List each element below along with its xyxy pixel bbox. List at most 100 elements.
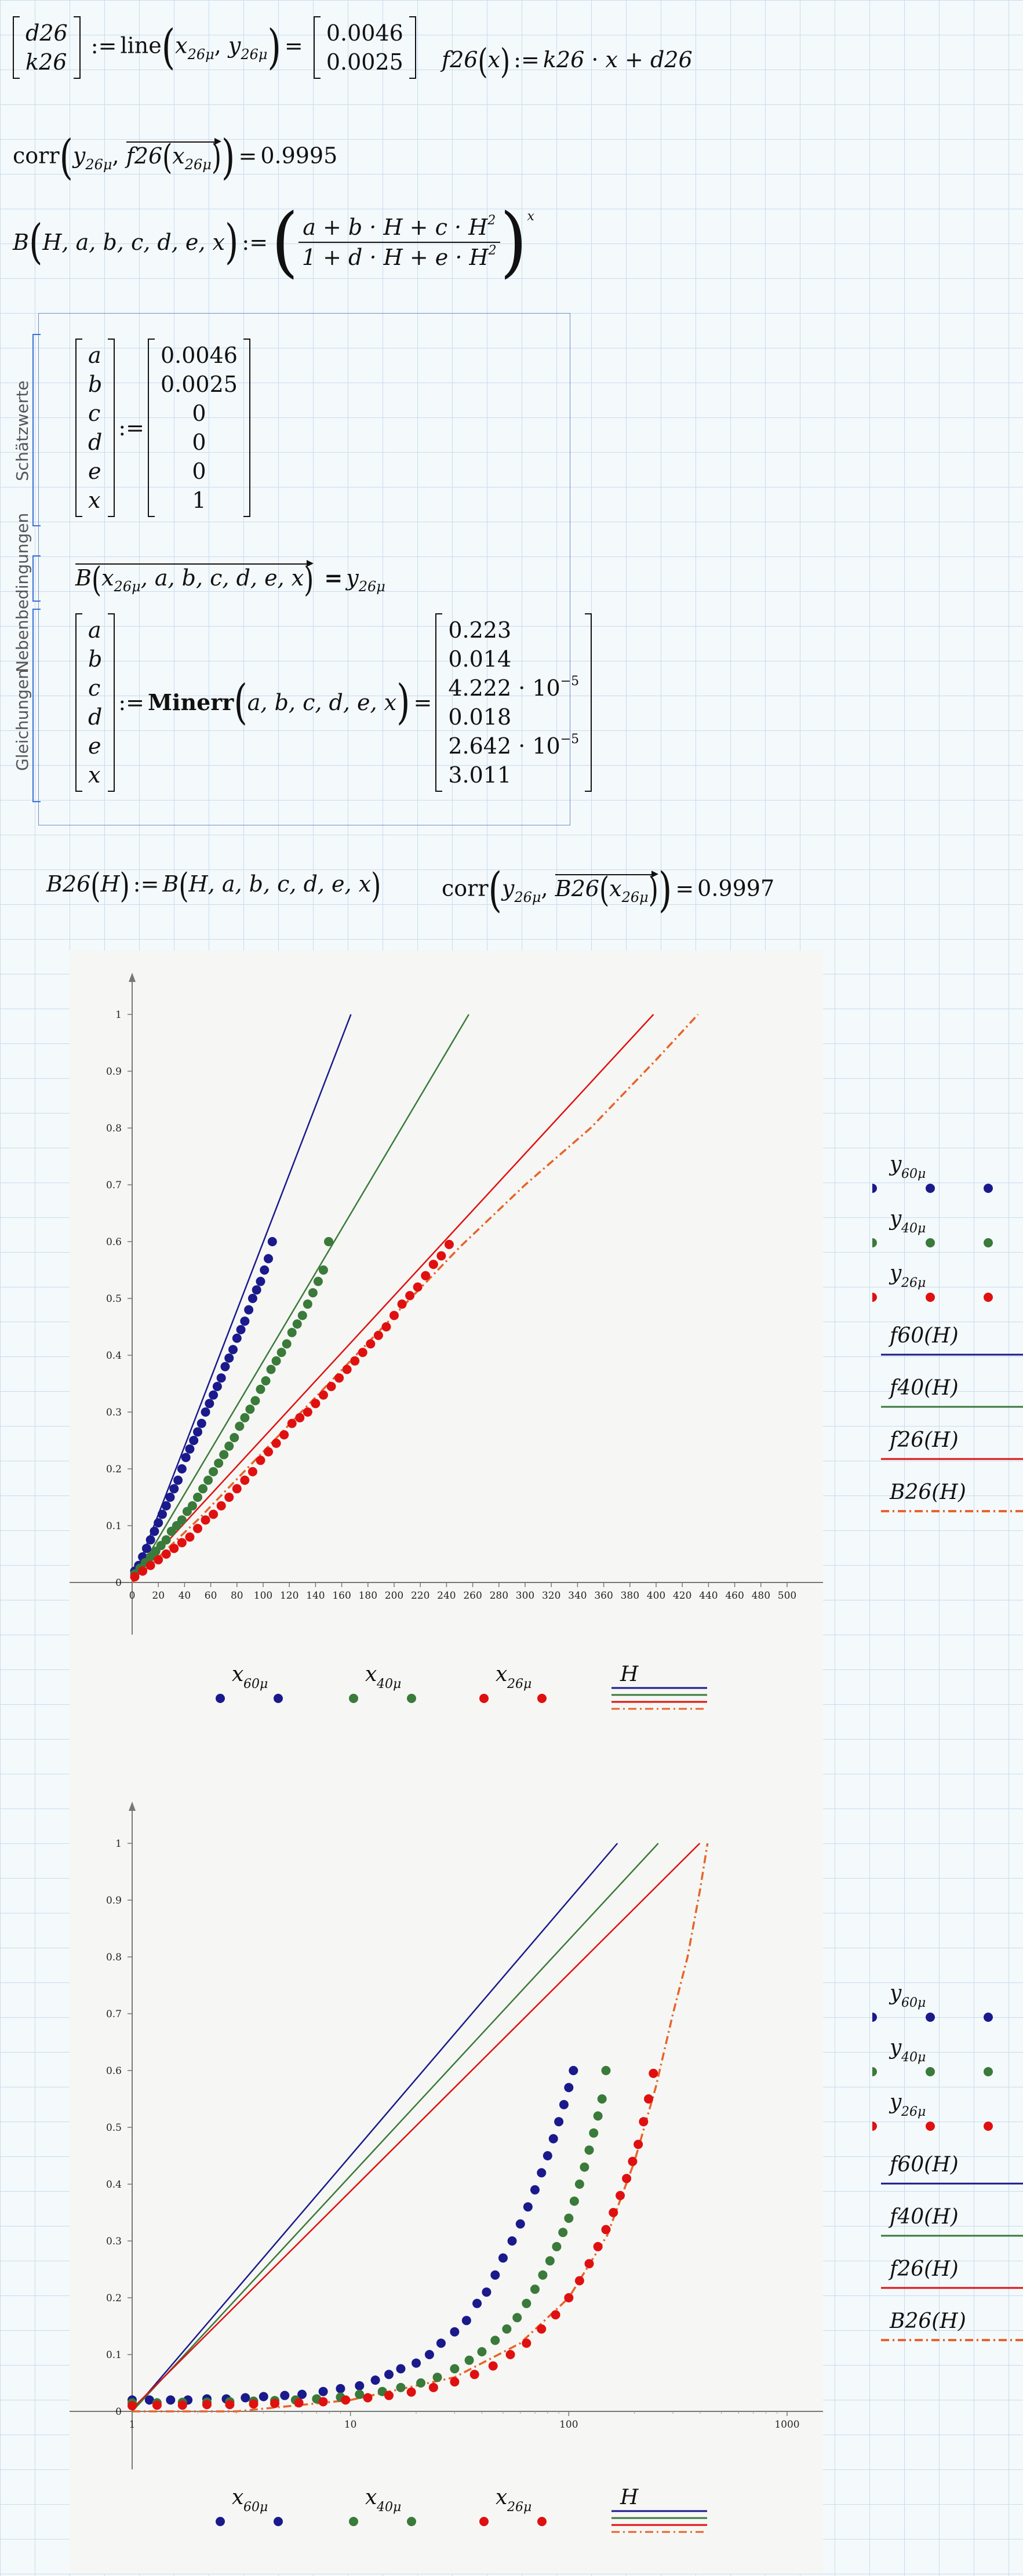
y-tick-label: 0.2 — [106, 2293, 122, 2304]
guess-assignment[interactable]: a b c d e x := 0.0046 0.0025 0 0 0 1 — [75, 339, 250, 517]
guess-a: 0.0046 — [160, 343, 238, 368]
point-y26μ — [271, 1438, 281, 1448]
y-tick-label: 0 — [115, 2406, 122, 2418]
legend-x-label: x — [365, 2486, 377, 2509]
y-tick-label: 0.7 — [106, 2009, 122, 2020]
x-tick-label: 340 — [568, 1590, 587, 1602]
point-y40μ — [502, 2324, 512, 2334]
point-y26μ — [358, 1348, 367, 1358]
point-y60μ — [318, 2386, 328, 2396]
point-y26μ — [341, 2395, 351, 2405]
point-y40μ — [589, 2128, 599, 2138]
point-y26μ — [564, 2293, 574, 2302]
plot-log-x-legend-area[interactable]: x 60μ x 40μ x 26μ H — [70, 2469, 823, 2574]
point-y40μ — [177, 1515, 187, 1525]
point-y60μ — [370, 2375, 380, 2385]
point-y26μ — [326, 1381, 336, 1391]
res-c: 4.222 · 10−5 — [448, 674, 580, 701]
y-tick-label: 0.4 — [106, 2179, 122, 2191]
point-y26μ — [249, 2399, 259, 2409]
legend-x-sub: 60μ — [243, 1677, 268, 1691]
res-bottom: 0.0025 — [326, 49, 403, 75]
legend-y-sub: 60μ — [901, 1167, 926, 1181]
b26-name: B26 — [46, 871, 91, 897]
plot-linear-area[interactable]: 0 0.1 0.2 0.3 0.4 0.5 0.6 0.7 0.8 0.9 1 0 20 40 60 80 10… — [68, 951, 833, 1640]
var-d: d — [88, 430, 103, 455]
x-tick-label: 100 — [254, 1590, 272, 1602]
point-y60μ — [169, 1484, 179, 1494]
constraint-equation[interactable]: B(x26μ, a, b, c, d, e, x) = y26μ — [75, 559, 385, 600]
solve-block-frame[interactable] — [38, 313, 570, 825]
corr-b26[interactable]: corr(y26μ, B26(x26μ)) = 0.9997 — [442, 863, 775, 918]
plot-linear[interactable]: 0 0.1 0.2 0.3 0.4 0.5 0.6 0.7 0.8 0.9 1 0 20 40 60 80 10… — [68, 951, 833, 1640]
equations-bracket — [32, 609, 41, 802]
y-tick-label: 0.3 — [106, 1407, 122, 1418]
point-y26μ — [436, 1251, 446, 1261]
point-y60μ — [396, 2364, 406, 2374]
point-y40μ — [292, 1319, 302, 1329]
guess-value-vector: 0.0046 0.0025 0 0 0 1 — [147, 339, 250, 517]
plot-log-area[interactable]: 0 0.1 0.2 0.3 0.4 0.5 0.6 0.7 0.8 0.9 1 1 10 100 1000 — [68, 1780, 833, 2469]
point-y40μ — [282, 1339, 292, 1349]
point-y26μ — [130, 1572, 140, 1582]
legend-marker — [984, 1293, 993, 1302]
y-tick-label: 0.1 — [106, 1520, 122, 1532]
legend-marker — [926, 1184, 935, 1193]
line-f40h — [132, 1843, 659, 2412]
point-y26μ — [145, 1560, 155, 1570]
point-y60μ — [224, 1353, 234, 1363]
point-y26μ — [169, 1544, 179, 1553]
y-tick-label: 0.8 — [106, 1952, 122, 1963]
legend-marker — [984, 2067, 993, 2076]
lhs-bottom: k26 — [26, 49, 67, 75]
point-y40μ — [416, 2378, 426, 2388]
point-y60μ — [564, 2083, 574, 2093]
legend-marker — [926, 2067, 935, 2076]
point-y40μ — [522, 2298, 531, 2308]
legend-marker — [984, 1184, 993, 1193]
y-tick-label: 0.6 — [106, 1236, 122, 1248]
x-tick-label: 0 — [129, 1590, 136, 1602]
minerr-equation[interactable]: a b c d e x := Minerr(a, b, c, d, e, x) = … — [75, 613, 592, 792]
y-tick-label: 0.1 — [106, 2349, 122, 2361]
point-y60μ — [472, 2298, 482, 2308]
plot-linear-x-legend-area[interactable]: x 60μ x 40μ x 26μ H — [70, 1635, 823, 1780]
legend-y-label: y — [889, 2036, 902, 2060]
point-y26μ — [247, 1467, 257, 1476]
b-function-definition[interactable]: B(H, a, b, c, d, e, x):= ( a + b · H + c… — [13, 198, 534, 286]
corr1-x-sub: 26μ — [184, 156, 212, 173]
point-y60μ — [209, 1390, 219, 1400]
point-y26μ — [256, 1456, 265, 1465]
legend-y-sub: 26μ — [901, 1276, 926, 1290]
b26-definition[interactable]: B26(H):= B(H, a, b, c, d, e, x) — [46, 865, 381, 906]
corr2-x-sub: 26μ — [621, 889, 649, 905]
mvar-d: d — [88, 704, 103, 730]
minerr-args: a, b, c, d, e, x — [247, 690, 397, 715]
res-x: 3.011 — [448, 762, 512, 788]
point-y26μ — [232, 1484, 242, 1494]
plot-log[interactable]: 0 0.1 0.2 0.3 0.4 0.5 0.6 0.7 0.8 0.9 1 1 10 100 1000 — [68, 1780, 833, 2469]
line-fit-equation[interactable]: d26 k26 := line(x26μ, y26μ) = 0.0046 0.002… — [13, 16, 416, 79]
point-y26μ — [318, 1390, 328, 1400]
point-y60μ — [212, 1381, 222, 1391]
point-y40μ — [235, 1421, 245, 1431]
corr2-y: y — [501, 875, 515, 901]
corr-f26[interactable]: corr(y26μ, f26(x26μ)) = 0.9995 — [13, 130, 338, 185]
point-y40μ — [545, 2256, 555, 2266]
point-y60μ — [150, 1526, 159, 1536]
corr1-f: f26 — [126, 143, 163, 169]
legend-f-label: f40(H) — [888, 1376, 959, 1400]
point-y40μ — [198, 1484, 208, 1494]
point-y40μ — [308, 1288, 318, 1298]
f26-definition[interactable]: f26(x):= k26 · x + d26 — [442, 41, 693, 82]
point-y26μ — [593, 2242, 603, 2251]
point-y26μ — [193, 1523, 202, 1533]
point-y40μ — [266, 1365, 276, 1374]
point-y40μ — [276, 1348, 286, 1358]
line-f26h — [132, 1843, 701, 2410]
point-y26μ — [428, 1260, 438, 1269]
b26-var: H — [100, 871, 120, 897]
point-y60μ — [201, 1407, 210, 1417]
res-top: 0.0046 — [326, 20, 403, 46]
lhs-top: d26 — [26, 20, 68, 46]
